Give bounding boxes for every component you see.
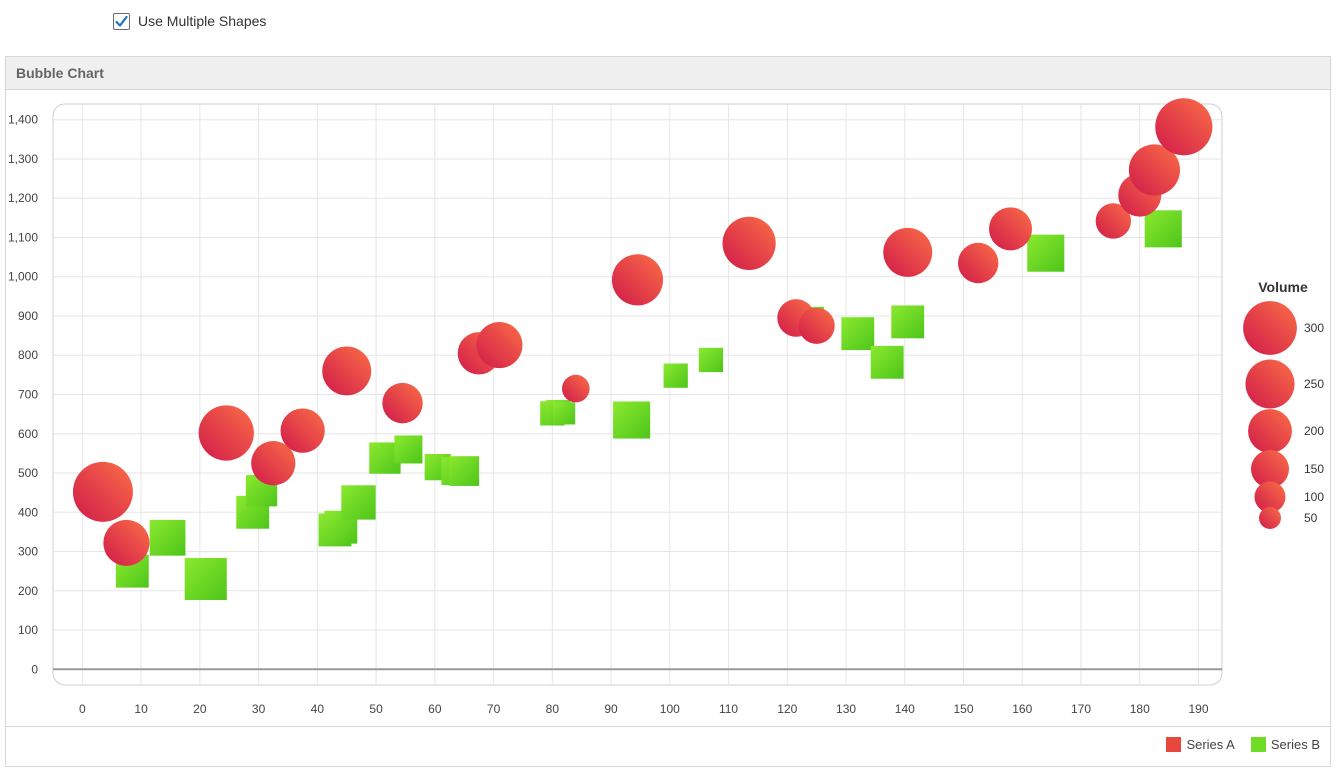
y-tick-label: 1,000 (8, 270, 38, 284)
use-multiple-shapes-checkbox[interactable] (113, 12, 130, 30)
x-tick-label: 150 (954, 702, 974, 716)
size-legend-label: 200 (1304, 424, 1324, 438)
x-tick-label: 30 (252, 702, 266, 716)
size-legend-bubble (1245, 359, 1295, 409)
size-legend-title: Volume (1258, 279, 1308, 295)
series-a-bubble (280, 408, 325, 453)
size-legend-label: 50 (1304, 511, 1318, 525)
x-tick-label: 170 (1071, 702, 1091, 716)
use-multiple-shapes-toggle[interactable]: Use Multiple Shapes (113, 10, 266, 32)
series-b-square (394, 435, 423, 464)
series-a-bubble (72, 461, 133, 522)
series-b-square (698, 347, 724, 373)
legend-label-series-b: Series B (1270, 737, 1320, 752)
panel-footer: Series A Series B (6, 726, 1330, 766)
size-legend-label: 300 (1304, 321, 1324, 335)
y-tick-label: 1,200 (8, 191, 38, 205)
series-b-square (613, 401, 651, 439)
series-b-square (149, 519, 186, 556)
panel-title: Bubble Chart (6, 57, 1330, 90)
x-tick-label: 50 (369, 702, 383, 716)
size-legend-bubble (1251, 450, 1289, 488)
series-a-bubble (476, 321, 523, 369)
size-legend-label: 150 (1304, 462, 1324, 476)
y-tick-label: 700 (18, 388, 38, 402)
x-tick-label: 40 (311, 702, 325, 716)
size-legend-label: 100 (1304, 490, 1324, 504)
series-a-bubble (989, 207, 1033, 251)
y-tick-label: 500 (18, 466, 38, 480)
y-tick-label: 200 (18, 584, 38, 598)
x-tick-label: 130 (836, 702, 856, 716)
size-legend-bubble (1254, 481, 1286, 513)
x-tick-label: 100 (660, 702, 680, 716)
series-b-square (552, 402, 576, 425)
series-b-square (891, 305, 925, 339)
series-a-bubble (103, 519, 150, 566)
series-a-bubble (611, 254, 664, 306)
size-legend-bubble (1248, 409, 1292, 453)
y-tick-label: 1,300 (8, 152, 38, 166)
legend-swatch-series-a (1166, 737, 1182, 752)
x-tick-label: 110 (719, 702, 738, 716)
y-tick-label: 900 (18, 309, 38, 323)
legend-label-series-a: Series A (1186, 737, 1235, 752)
series-a-bubble (322, 346, 372, 396)
series-a-bubble (883, 227, 933, 277)
x-tick-label: 160 (1012, 702, 1032, 716)
series-b-square (184, 557, 227, 601)
series-b-square (841, 317, 875, 351)
series-legend: Series A Series B (1150, 737, 1320, 752)
x-tick-label: 20 (193, 702, 207, 716)
size-legend-bubble (1259, 507, 1281, 529)
y-tick-label: 1,400 (8, 113, 38, 127)
use-multiple-shapes-label: Use Multiple Shapes (138, 13, 267, 29)
y-tick-label: 600 (18, 427, 38, 441)
series-a-bubble (1155, 98, 1213, 156)
x-tick-label: 180 (1130, 702, 1150, 716)
series-b-square (870, 345, 904, 379)
size-legend-label: 250 (1304, 377, 1324, 391)
y-tick-label: 300 (18, 545, 38, 559)
series-b-square (449, 456, 480, 486)
x-tick-label: 60 (428, 702, 442, 716)
legend-item-series-b[interactable]: Series B (1250, 737, 1320, 752)
size-legend-bubble (1243, 301, 1297, 355)
series-a-bubble (722, 216, 776, 270)
x-tick-label: 10 (134, 702, 148, 716)
series-a-bubble (958, 242, 999, 284)
series-b-square (663, 363, 688, 388)
y-tick-label: 400 (18, 505, 38, 519)
series-a-bubble (251, 441, 296, 486)
series-b-square (1144, 210, 1182, 248)
x-tick-label: 190 (1188, 702, 1208, 716)
series-a-bubble (198, 405, 254, 461)
legend-item-series-a[interactable]: Series A (1166, 737, 1235, 752)
y-tick-label: 0 (31, 662, 38, 676)
series-b-square (1027, 234, 1065, 272)
series-a-bubble (798, 307, 835, 344)
series-a-bubble (1095, 203, 1132, 239)
x-tick-label: 90 (604, 702, 618, 716)
series-a-bubble (562, 374, 590, 403)
series-a-bubble (382, 382, 423, 424)
x-tick-label: 0 (79, 702, 86, 716)
series-b-square (341, 485, 376, 520)
series-a-bubble (1128, 144, 1181, 196)
y-tick-label: 1,100 (8, 230, 38, 244)
legend-swatch-series-b (1250, 737, 1266, 752)
checkmark-icon (115, 15, 128, 27)
x-tick-label: 140 (895, 702, 915, 716)
x-tick-label: 70 (487, 702, 501, 716)
x-tick-label: 80 (546, 702, 560, 716)
y-tick-label: 800 (18, 348, 38, 362)
y-tick-label: 100 (18, 623, 38, 637)
x-tick-label: 120 (777, 702, 797, 716)
